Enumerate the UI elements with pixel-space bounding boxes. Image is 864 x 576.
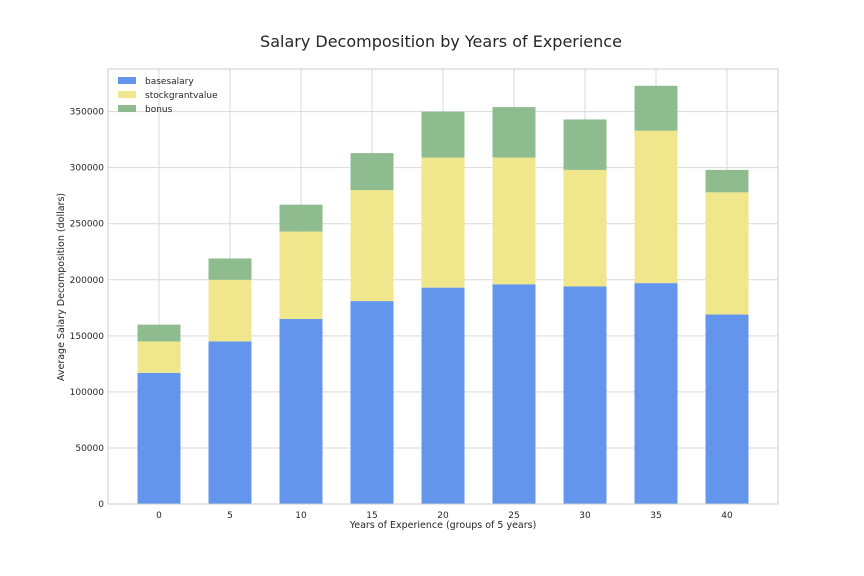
bar-basesalary-15 (350, 301, 394, 504)
bar-basesalary-25 (492, 284, 536, 504)
legend-swatch-bonus (118, 105, 136, 112)
bar-stockgrantvalue-0 (137, 341, 181, 373)
bar-stockgrantvalue-25 (492, 157, 536, 285)
bar-stockgrantvalue-30 (563, 169, 607, 287)
series-bonus (137, 85, 749, 342)
bar-stockgrantvalue-5 (208, 279, 252, 342)
bar-basesalary-35 (634, 283, 678, 504)
x-axis-label: Years of Experience (groups of 5 years) (349, 520, 537, 531)
y-tick-label: 50000 (75, 444, 104, 454)
legend-swatch-basesalary (118, 77, 136, 84)
bar-bonus-30 (563, 119, 607, 170)
bar-bonus-10 (279, 204, 323, 232)
bar-basesalary-5 (208, 341, 252, 504)
bar-bonus-0 (137, 324, 181, 342)
bar-basesalary-20 (421, 287, 465, 504)
y-tick-label: 100000 (70, 388, 105, 398)
x-tick-label: 15 (366, 511, 377, 521)
y-tick-label: 350000 (70, 108, 105, 118)
x-tick-label: 30 (579, 511, 591, 521)
x-tick-label: 40 (721, 511, 733, 521)
legend-label-stockgrantvalue: stockgrantvalue (145, 91, 218, 101)
y-tick-label: 200000 (70, 276, 105, 286)
chart-title: Salary Decomposition by Years of Experie… (260, 32, 622, 51)
x-tick-label: 25 (508, 511, 519, 521)
bar-stockgrantvalue-20 (421, 157, 465, 288)
bar-basesalary-10 (279, 319, 323, 504)
legend: basesalary stockgrantvalue bonus (118, 77, 218, 115)
legend-label-basesalary: basesalary (145, 77, 194, 87)
x-tick-label: 35 (650, 511, 661, 521)
series-basesalary (137, 283, 749, 504)
bars (137, 85, 749, 504)
y-axis-label: Average Salary Decomposition (dollars) (56, 193, 67, 381)
legend-label-bonus: bonus (145, 105, 173, 115)
x-axis-ticks: 0 5 10 15 20 25 30 35 40 (156, 511, 733, 521)
bar-bonus-20 (421, 111, 465, 158)
x-tick-label: 5 (227, 511, 233, 521)
bar-bonus-35 (634, 85, 678, 131)
y-tick-label: 250000 (70, 220, 105, 230)
bar-stockgrantvalue-40 (705, 192, 749, 315)
series-stockgrantvalue (137, 130, 749, 373)
x-tick-label: 20 (437, 511, 449, 521)
bar-bonus-25 (492, 107, 536, 158)
y-axis-ticks: 0 50000 100000 150000 200000 250000 300000 3500… (70, 108, 105, 510)
y-tick-label: 150000 (70, 332, 105, 342)
bar-basesalary-30 (563, 286, 607, 504)
x-tick-label: 10 (295, 511, 307, 521)
y-tick-label: 300000 (70, 164, 105, 174)
bar-bonus-15 (350, 153, 394, 191)
bar-stockgrantvalue-10 (279, 231, 323, 320)
bar-basesalary-40 (705, 314, 749, 504)
bar-stockgrantvalue-15 (350, 190, 394, 302)
x-tick-label: 0 (156, 511, 162, 521)
bar-basesalary-0 (137, 372, 181, 504)
bar-bonus-5 (208, 258, 252, 280)
legend-swatch-stockgrantvalue (118, 91, 136, 98)
bar-bonus-40 (705, 169, 749, 193)
plot-frame (107, 68, 779, 505)
bar-stockgrantvalue-35 (634, 130, 678, 284)
y-tick-label: 0 (98, 500, 104, 510)
